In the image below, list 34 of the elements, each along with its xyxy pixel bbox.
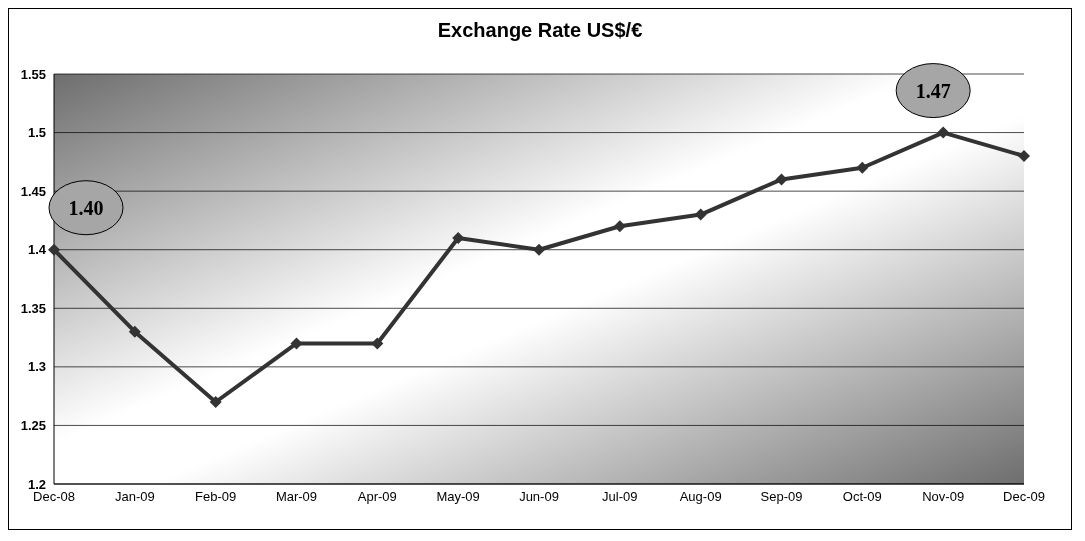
point xyxy=(613,220,626,233)
x-tick-label: Sep-09 xyxy=(760,489,803,505)
x-tick-label: May-09 xyxy=(436,489,480,505)
x-tick-label: Dec-09 xyxy=(1003,489,1045,505)
chart-title: Exchange Rate US$/€ xyxy=(436,19,644,42)
x-tick-label: Feb-09 xyxy=(195,489,237,505)
annotation: 1.40 xyxy=(68,196,104,219)
annotation: 1.47 xyxy=(915,79,951,102)
x-tick-label: Apr-09 xyxy=(357,489,397,505)
y-tick-label: 1.55 xyxy=(20,66,46,82)
x-tick-label: Jun-09 xyxy=(519,489,559,505)
y-tick-label: 1.4 xyxy=(27,242,47,258)
point xyxy=(209,396,222,408)
y-tick-label: 1.2 xyxy=(27,476,46,492)
y-tick-label: 1.35 xyxy=(20,300,46,316)
point xyxy=(775,173,788,186)
point xyxy=(937,126,950,139)
y-tick-label: 1.3 xyxy=(27,359,46,375)
x-tick-label: Mar-09 xyxy=(275,489,318,505)
x-tick-label: Jan-09 xyxy=(114,489,155,505)
x-tick-label: Dec-08 xyxy=(33,489,75,505)
x-tick-label: Oct-09 xyxy=(842,489,882,505)
y-tick-label: 1.5 xyxy=(27,125,46,141)
y-tick-label: 1.25 xyxy=(20,418,46,434)
point xyxy=(533,243,545,256)
point xyxy=(856,161,869,174)
point xyxy=(1018,150,1030,162)
point xyxy=(694,208,707,221)
y-tick-label: 1.45 xyxy=(20,183,46,199)
x-tick-label: Aug-09 xyxy=(679,489,722,505)
x-tick-label: Jul-09 xyxy=(602,489,638,505)
point xyxy=(48,243,60,256)
x-tick-label: Nov-09 xyxy=(922,489,965,505)
point xyxy=(128,325,141,338)
